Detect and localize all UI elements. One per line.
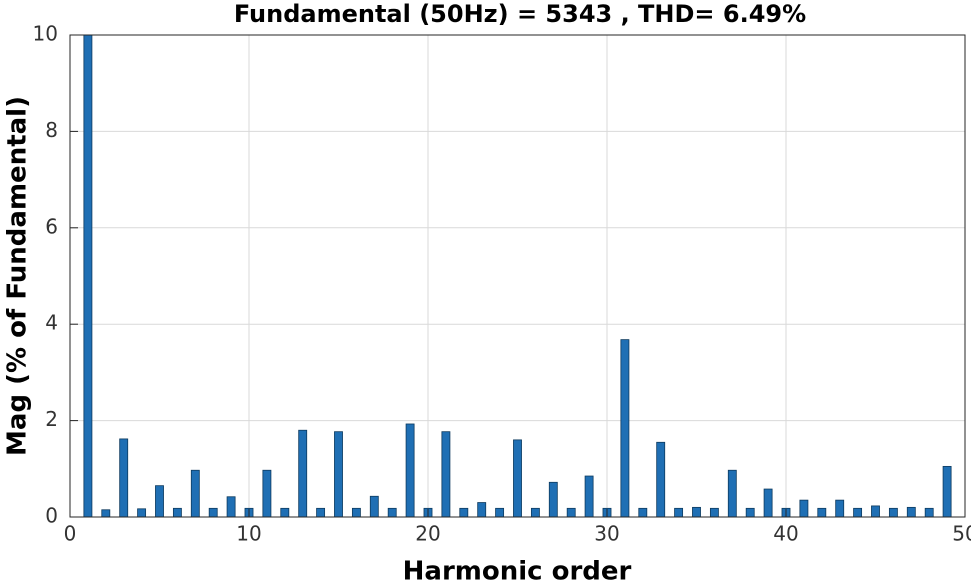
bar — [369, 495, 379, 517]
bar — [638, 507, 648, 517]
x-axis-label: Harmonic order — [403, 557, 632, 586]
bar — [817, 507, 827, 517]
bar — [172, 507, 182, 517]
x-tick-label: 0 — [64, 522, 77, 546]
bar — [495, 507, 505, 517]
bar — [226, 496, 236, 517]
bar — [727, 469, 737, 517]
x-tick-label: 20 — [415, 522, 440, 546]
bar — [441, 431, 451, 517]
bar — [548, 481, 558, 517]
bar — [387, 507, 397, 517]
bar — [530, 507, 540, 517]
bar — [351, 507, 361, 517]
x-tick-label: 30 — [594, 522, 619, 546]
bar — [620, 339, 630, 517]
y-tick-label: 10 — [33, 22, 58, 46]
bar — [584, 475, 594, 517]
bar — [477, 502, 487, 517]
bar — [835, 499, 845, 517]
bar — [262, 469, 272, 517]
y-tick-label: 6 — [45, 214, 58, 238]
bar — [459, 507, 469, 517]
x-tick-label: 10 — [236, 522, 261, 546]
bar — [334, 431, 343, 517]
bar — [280, 507, 290, 517]
bar — [119, 438, 129, 517]
bar — [190, 469, 200, 517]
y-tick-label: 8 — [45, 118, 58, 142]
bar — [924, 507, 934, 517]
plot-frame — [69, 34, 966, 518]
bar — [906, 506, 916, 517]
bar — [101, 509, 111, 517]
y-tick-label: 4 — [45, 311, 58, 335]
bar — [208, 507, 218, 517]
y-axis-label: Mag (% of Fundamental) — [3, 96, 33, 456]
bar — [871, 505, 880, 517]
bar — [298, 429, 308, 517]
bar — [513, 439, 522, 517]
bar — [405, 423, 415, 517]
bar — [656, 441, 666, 517]
bar — [799, 499, 809, 517]
plot-area — [70, 35, 965, 517]
bar — [853, 507, 863, 517]
bar — [745, 507, 755, 517]
y-tick-label: 0 — [45, 504, 58, 528]
y-tick-label: 2 — [45, 407, 58, 431]
grid — [69, 34, 966, 518]
chart-title: Fundamental (50Hz) = 5343 , THD= 6.49% — [234, 0, 806, 28]
bar — [888, 507, 898, 517]
bar — [709, 507, 719, 517]
bar — [763, 488, 773, 517]
bar — [942, 465, 952, 517]
x-tick-label: 40 — [773, 522, 798, 546]
bar — [137, 508, 147, 517]
bar — [566, 507, 576, 517]
bar — [674, 507, 684, 517]
bar — [83, 35, 93, 517]
bar — [692, 506, 701, 517]
bar — [316, 507, 326, 517]
x-tick-label: 50 — [952, 522, 971, 546]
bar — [155, 485, 164, 517]
